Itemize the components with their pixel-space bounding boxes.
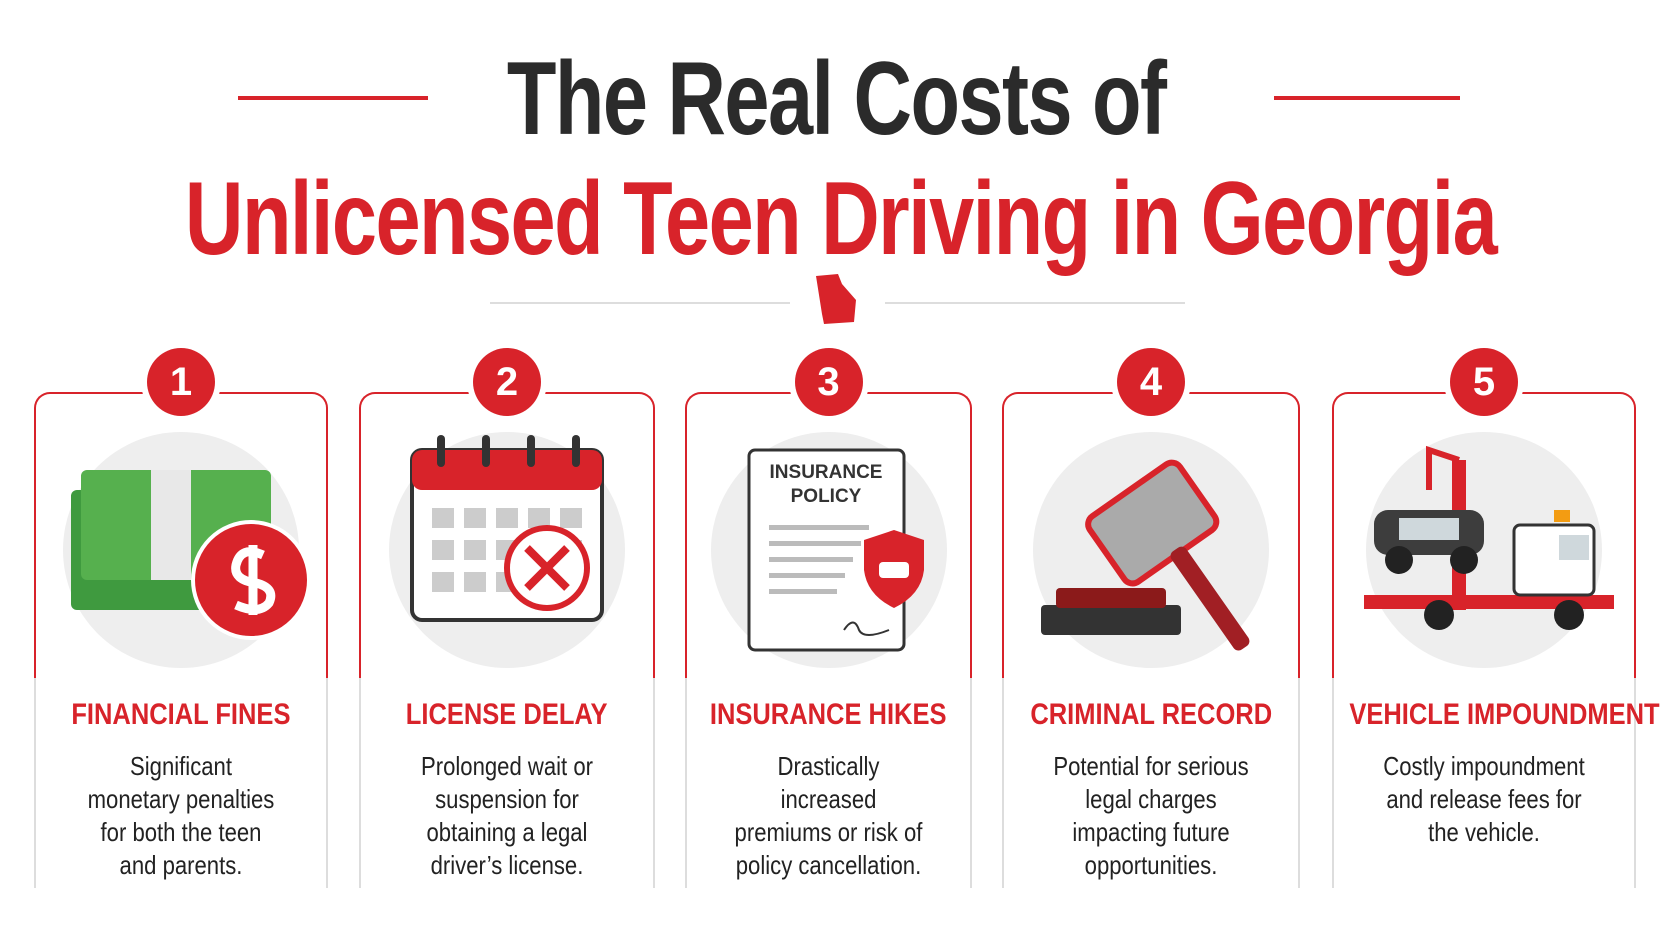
separator bbox=[1634, 678, 1636, 888]
card-title: FINANCIAL FINES bbox=[24, 698, 338, 732]
card-title-text: LICENSE DELAY bbox=[406, 698, 608, 731]
card-icon bbox=[1033, 432, 1269, 668]
title-text: The Real Costs of bbox=[506, 41, 1167, 157]
card-title-text: FINANCIAL FINES bbox=[71, 698, 291, 731]
card-description-text: Costly impoundment and release fees for … bbox=[1383, 751, 1585, 847]
title: Unlicensed Teen Driving in Georgia bbox=[0, 160, 1672, 279]
card-description: Drastically increased premiums or risk o… bbox=[715, 750, 942, 882]
separator bbox=[1298, 678, 1300, 888]
icon-text: INSURANCE bbox=[769, 462, 882, 483]
card-description: Significant monetary penalties for both … bbox=[64, 750, 298, 882]
card-number-text: 1 bbox=[169, 360, 193, 404]
card-description: Prolonged wait or suspension for obtaini… bbox=[389, 750, 625, 882]
card-icon: INSURANCE POLICY bbox=[710, 432, 947, 668]
card-title-text: INSURANCE HIKES bbox=[710, 698, 947, 731]
card-number-text: 2 bbox=[495, 360, 519, 404]
rule bbox=[490, 302, 790, 304]
card-title: VEHICLE IMPOUNDMENT bbox=[1322, 698, 1659, 732]
card-number-text: 5 bbox=[1472, 360, 1496, 404]
card-number: 4 bbox=[1117, 348, 1185, 416]
separator bbox=[359, 678, 361, 888]
card-description: Potential for serious legal charges impa… bbox=[1032, 750, 1270, 882]
separator bbox=[653, 678, 655, 888]
card-title: CRIMINAL RECORD bbox=[992, 698, 1310, 732]
card-icon bbox=[389, 432, 625, 668]
title-text: Unlicensed Teen Driving in Georgia bbox=[184, 161, 1498, 277]
icon-text: POLICY bbox=[790, 486, 861, 507]
card-title-text: CRIMINAL RECORD bbox=[1030, 698, 1272, 731]
card-number: 3 bbox=[794, 348, 863, 416]
card-title-text: VEHICLE IMPOUNDMENT bbox=[1349, 698, 1660, 731]
card-title: INSURANCE HIKES bbox=[675, 698, 982, 732]
card-number: 5 bbox=[1450, 348, 1518, 416]
separator bbox=[1332, 678, 1334, 888]
separator bbox=[685, 678, 687, 888]
rule bbox=[1274, 96, 1460, 100]
card-icon bbox=[63, 432, 311, 668]
card-description: Costly impoundment and release fees for … bbox=[1362, 750, 1606, 849]
separator bbox=[970, 678, 972, 888]
card-description-text: Significant monetary penalties for both … bbox=[87, 751, 275, 880]
title: The Real Costs of bbox=[0, 40, 1672, 159]
card-number: 2 bbox=[473, 348, 541, 416]
card-icon bbox=[1364, 432, 1614, 668]
card-number-text: 4 bbox=[1139, 360, 1163, 404]
rule bbox=[885, 302, 1185, 304]
separator bbox=[326, 678, 328, 888]
card-description-text: Potential for serious legal charges impa… bbox=[1053, 751, 1249, 880]
card-title: LICENSE DELAY bbox=[349, 698, 665, 732]
separator bbox=[34, 678, 36, 888]
card-number-text: 3 bbox=[817, 360, 840, 404]
card-description-text: Drastically increased premiums or risk o… bbox=[734, 751, 923, 880]
rule bbox=[238, 96, 428, 100]
card-description-text: Prolonged wait or suspension for obtaini… bbox=[421, 751, 593, 880]
georgia-shape bbox=[816, 274, 856, 324]
card-number: 1 bbox=[147, 348, 215, 416]
separator bbox=[1002, 678, 1004, 888]
